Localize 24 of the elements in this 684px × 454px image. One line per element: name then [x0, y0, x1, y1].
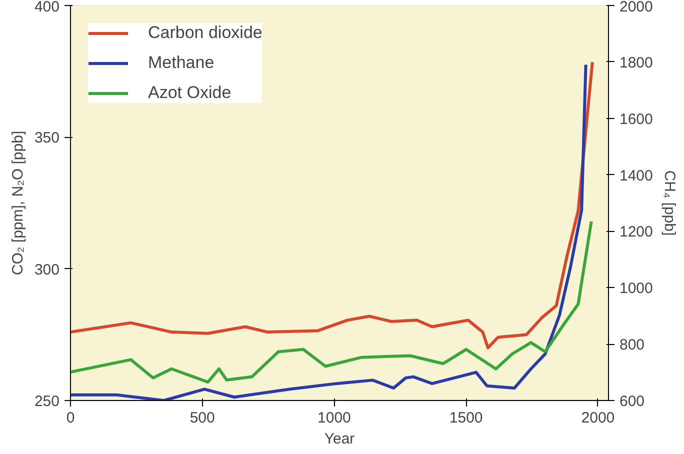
y2-axis-title: CH₄ [ppb] [660, 170, 678, 236]
legend-label: Carbon dioxide [148, 23, 262, 43]
x-tick-label: 0 [66, 410, 75, 426]
y2-tick-label: 800 [620, 336, 645, 354]
y2-tick-label: 1400 [620, 167, 653, 184]
x-axis-title: Year [324, 430, 355, 448]
y-tick-label: 400 [34, 0, 60, 16]
y-tick-label: 300 [34, 261, 60, 278]
x-tick-label: 500 [190, 410, 215, 426]
y2-tick-label: 1800 [620, 54, 653, 72]
y2-tick-label: 1000 [620, 280, 653, 298]
y2-tick-label: 1600 [620, 110, 653, 128]
y-axis-title: CO₂ [ppm], N₂O [ppb] [9, 130, 26, 276]
line-series [70, 220, 593, 384]
y2-tick-label: 2000 [620, 0, 653, 16]
y-tick-label: 250 [34, 393, 60, 410]
legend-label: Methane [148, 53, 214, 73]
legend-label: Azot Oxide [148, 83, 232, 103]
y-tick-label: 350 [34, 130, 60, 147]
x-tick-label: 2000 [581, 410, 615, 426]
x-tick-label: 1000 [318, 410, 351, 426]
x-tick-label: 1500 [449, 410, 483, 426]
y2-tick-label: 1200 [620, 224, 653, 241]
y2-tick-label: 600 [620, 393, 645, 410]
